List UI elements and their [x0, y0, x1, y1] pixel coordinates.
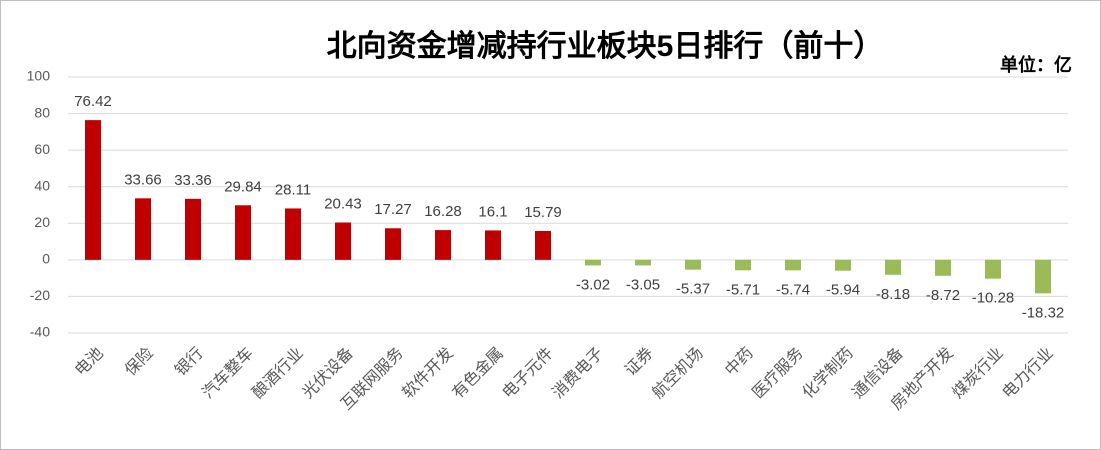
value-label: 76.42: [74, 93, 112, 110]
value-label: 20.43: [324, 195, 362, 212]
value-label: 29.84: [224, 178, 262, 195]
value-label: -3.02: [576, 276, 610, 293]
bar: [285, 208, 301, 260]
bar: [935, 259, 951, 276]
y-tick-label: 0: [42, 251, 50, 267]
bar: [135, 198, 151, 260]
value-label: -5.94: [826, 282, 860, 299]
bar: [385, 228, 401, 260]
bar: [335, 222, 351, 260]
y-tick-label: 40: [34, 177, 50, 193]
bar: [785, 259, 801, 271]
value-label: 16.1: [478, 203, 507, 220]
unit-label: 单位：亿: [1000, 54, 1072, 75]
bar: [435, 230, 451, 260]
value-label: -3.05: [626, 276, 660, 293]
bar: [235, 205, 251, 260]
bar: [835, 259, 851, 271]
bar: [885, 259, 901, 275]
bar: [685, 259, 701, 270]
value-label: -5.37: [676, 281, 710, 298]
value-label: 28.11: [275, 181, 311, 198]
value-label: 33.66: [124, 171, 162, 188]
bar: [485, 230, 501, 260]
value-label: 16.28: [424, 203, 462, 220]
bar: [635, 259, 651, 266]
y-tick-label: -40: [30, 324, 50, 340]
bar: [1035, 259, 1051, 294]
y-tick-label: 60: [34, 141, 50, 157]
value-label: 17.27: [374, 201, 412, 218]
value-label: -8.72: [926, 287, 960, 304]
bar: [85, 120, 101, 260]
value-label: -5.71: [726, 281, 760, 298]
y-tick-label: 100: [27, 68, 51, 84]
y-tick-label: 20: [34, 214, 50, 230]
y-tick-label: 80: [34, 104, 50, 120]
value-label: 15.79: [524, 204, 562, 221]
bar: [185, 198, 201, 260]
bar: [585, 259, 601, 266]
chart-title: 北向资金增减持行业板块5日排行（前十）: [327, 29, 884, 63]
y-tick-label: -20: [30, 287, 50, 303]
bar: [535, 230, 551, 260]
value-label: -18.32: [1022, 304, 1065, 321]
value-label: -10.28: [972, 290, 1015, 307]
bar: [735, 259, 751, 271]
value-label: -5.74: [776, 281, 810, 298]
bar: [985, 259, 1001, 279]
value-label: -8.18: [876, 286, 910, 303]
value-label: 33.36: [174, 172, 212, 189]
